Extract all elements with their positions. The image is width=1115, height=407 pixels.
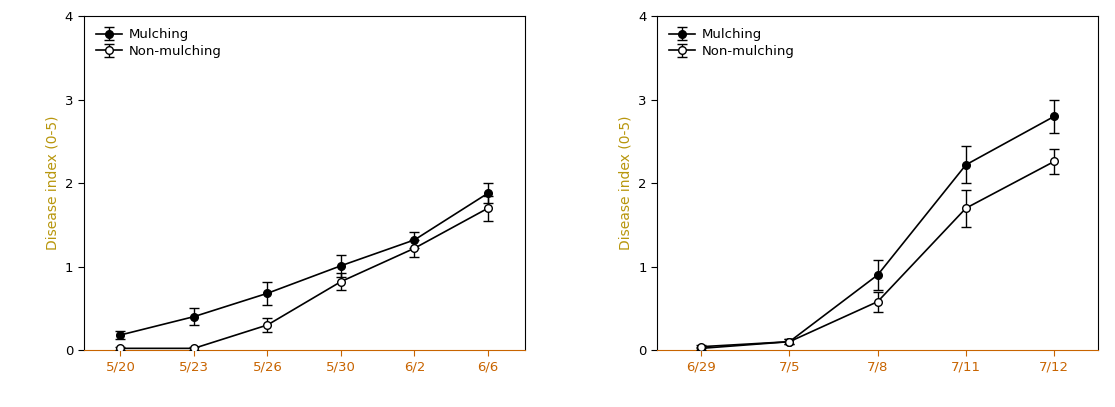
Legend: Mulching, Non-mulching: Mulching, Non-mulching [90, 23, 226, 63]
Y-axis label: Disease index (0-5): Disease index (0-5) [619, 116, 632, 250]
Legend: Mulching, Non-mulching: Mulching, Non-mulching [663, 23, 801, 63]
Y-axis label: Disease index (0-5): Disease index (0-5) [45, 116, 59, 250]
